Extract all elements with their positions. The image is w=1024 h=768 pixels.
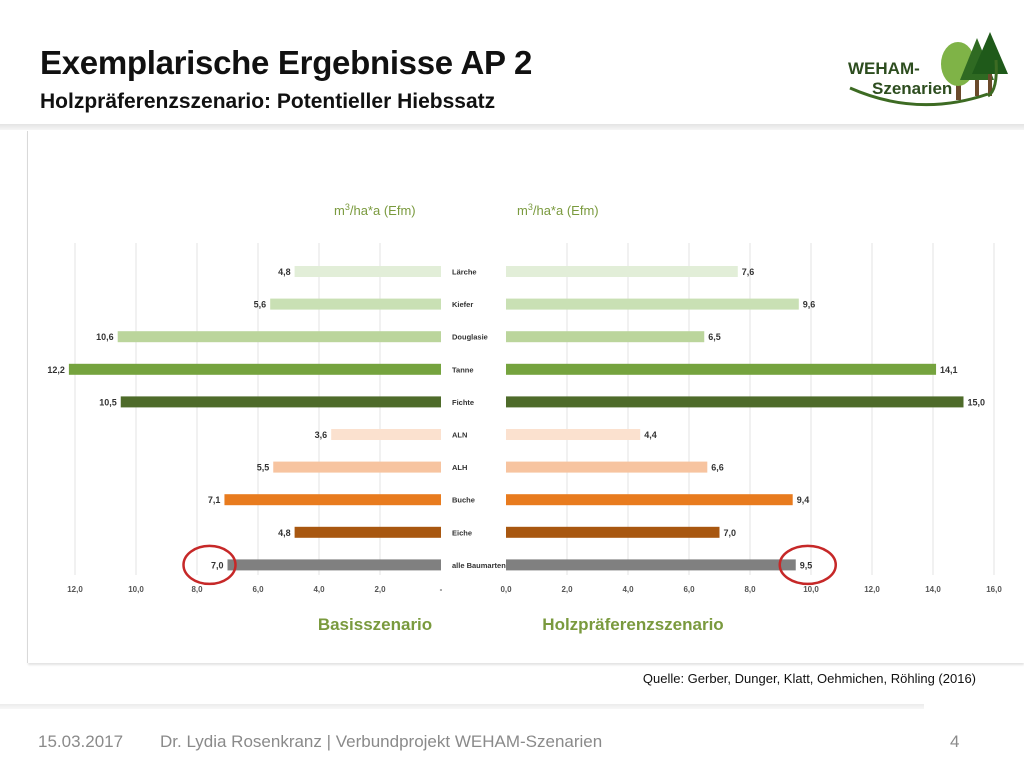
value-label-left: 3,6: [315, 430, 328, 440]
bar-left: [294, 526, 441, 538]
footer-author: Dr. Lydia Rosenkranz | Verbundprojekt WE…: [160, 732, 603, 751]
category-label: ALN: [452, 431, 467, 440]
category-label: Buche: [452, 496, 475, 505]
bar-right: [506, 461, 708, 473]
bar-right: [506, 559, 796, 571]
tick-label-right: 14,0: [925, 585, 941, 594]
bar-right: [506, 331, 705, 343]
tick-label-right: 4,0: [622, 585, 634, 594]
footer-divider: [0, 704, 924, 709]
bar-left: [120, 396, 441, 408]
chart-panel: Lärche Kiefer Douglasie Tanne Fichte ALN ALH Bu…: [28, 131, 1024, 663]
category-label: Eiche: [452, 528, 472, 537]
highlight-circles: [182, 544, 837, 586]
unit-label-left: m3/ha*a (Efm): [334, 202, 416, 218]
highlight-circle-right: [778, 544, 837, 586]
logo-text-line2: Szenarien: [872, 79, 952, 98]
series-label-basisszenario: Basisszenario: [318, 615, 432, 634]
value-label-left: 4,8: [278, 528, 291, 538]
value-label-left: 10,6: [96, 332, 114, 342]
highlight-circle-left: [182, 544, 237, 586]
ticks-right: 0,0 2,0 4,0 6,0 8,0 10,0 12,0 14,0 16,0: [500, 585, 1002, 594]
bar-left: [117, 331, 441, 343]
category-label: alle Baumarten: [452, 561, 506, 570]
value-labels-right: 7,6 9,6 6,5 14,1 15,0 4,4 6,6 9,4 7,0 9,5: [644, 267, 985, 570]
category-label: Douglasie: [452, 333, 488, 342]
footer-date: 15.03.2017: [38, 732, 124, 751]
bar-right: [506, 363, 937, 375]
tick-label-left: -: [440, 585, 443, 594]
unit-label-right: m3/ha*a (Efm): [517, 202, 599, 218]
value-label-right: 15,0: [968, 397, 986, 407]
value-label-right: 6,6: [711, 463, 724, 473]
value-label-left: 7,1: [208, 495, 221, 505]
trees-logo-icon: [849, 32, 1008, 107]
value-label-right: 9,5: [800, 560, 813, 570]
tick-label-right: 2,0: [561, 585, 573, 594]
tick-label-left: 4,0: [313, 585, 325, 594]
grid-right: [566, 243, 995, 575]
butterfly-bar-chart: Lärche Kiefer Douglasie Tanne Fichte ALN ALH Bu…: [47, 202, 1002, 634]
bar-left: [270, 298, 441, 310]
value-label-left: 4,8: [278, 267, 291, 277]
bars-holzpraeferenzszenario: [506, 266, 964, 571]
tick-label-right: 8,0: [744, 585, 756, 594]
tick-label-left: 12,0: [67, 585, 83, 594]
tick-label-right: 10,0: [803, 585, 819, 594]
category-label: Lärche: [452, 268, 477, 277]
bar-left: [294, 266, 441, 277]
bar-left: [273, 461, 441, 473]
logo-text-line1: WEHAM-: [848, 59, 920, 78]
value-label-left: 7,0: [211, 560, 224, 570]
category-label: Fichte: [452, 398, 474, 407]
value-labels-left: 4,8 5,6 10,6 12,2 10,5 3,6 5,5 7,1 4,8 7,0: [47, 267, 327, 570]
value-label-left: 10,5: [99, 397, 117, 407]
category-label: Tanne: [452, 365, 474, 374]
slide-subtitle: Holzpräferenzszenario: Potentieller Hieb…: [40, 90, 496, 113]
bar-right: [506, 494, 793, 506]
slide-title: Exemplarische Ergebnisse AP 2: [40, 44, 533, 81]
source-citation: Quelle: Gerber, Dunger, Klatt, Oehmichen…: [642, 671, 976, 686]
category-label: ALH: [452, 463, 467, 472]
bar-right: [506, 429, 641, 440]
tick-label-left: 6,0: [252, 585, 264, 594]
page-number: 4: [950, 732, 960, 751]
value-label-right: 7,0: [724, 528, 737, 538]
ticks-left: 12,0 10,0 8,0 6,0 4,0 2,0 -: [67, 585, 442, 594]
value-label-left: 5,6: [254, 300, 267, 310]
value-label-left: 12,2: [47, 365, 65, 375]
grid-left: [74, 243, 381, 575]
bar-left: [331, 429, 441, 440]
bar-right: [506, 396, 964, 408]
weham-logo: WEHAM- Szenarien: [848, 32, 1008, 107]
bar-right: [506, 298, 799, 310]
value-label-right: 4,4: [644, 430, 657, 440]
tick-label-left: 2,0: [374, 585, 386, 594]
bar-left: [68, 363, 442, 375]
value-label-right: 9,4: [797, 495, 810, 505]
bars-basisszenario: [68, 266, 442, 571]
bar-right: [506, 526, 720, 538]
value-label-right: 9,6: [803, 300, 816, 310]
value-label-right: 14,1: [940, 365, 958, 375]
tick-label-left: 10,0: [128, 585, 144, 594]
tick-label-right: 16,0: [986, 585, 1002, 594]
bar-left: [227, 559, 441, 571]
header-divider: [0, 124, 1024, 130]
tick-label-right: 0,0: [500, 585, 512, 594]
value-label-right: 6,5: [708, 332, 721, 342]
value-label-right: 7,6: [742, 267, 755, 277]
tick-label-right: 12,0: [864, 585, 880, 594]
bar-right: [506, 266, 738, 277]
tick-label-right: 6,0: [683, 585, 695, 594]
bar-left: [224, 494, 441, 506]
value-label-left: 5,5: [257, 463, 270, 473]
tick-label-left: 8,0: [191, 585, 203, 594]
category-label: Kiefer: [452, 300, 473, 309]
category-labels: Lärche Kiefer Douglasie Tanne Fichte ALN ALH Bu…: [452, 268, 506, 570]
series-label-holzpraeferenzszenario: Holzpräferenzszenario: [542, 615, 723, 634]
